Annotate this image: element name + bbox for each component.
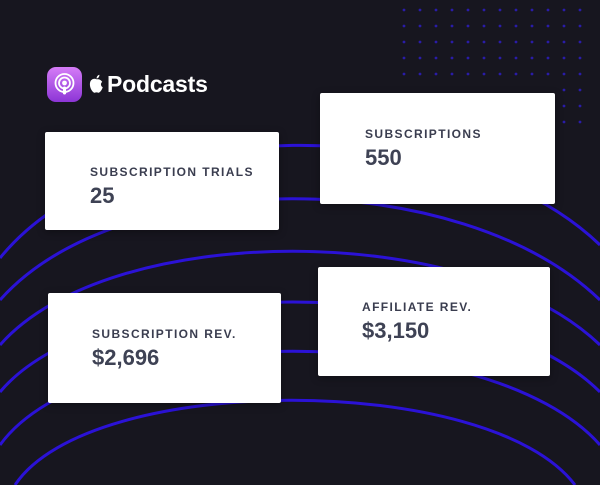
arc-6 <box>13 398 577 485</box>
apple-logo-icon <box>88 74 105 94</box>
card-label: AFFILIATE REV. <box>362 300 473 314</box>
podcasts-brand: Podcasts <box>47 66 208 102</box>
subscription-revenue-card: SUBSCRIPTION REV. $2,696 <box>48 293 281 403</box>
subscriptions-card: SUBSCRIPTIONS 550 <box>320 93 555 204</box>
card-label: SUBSCRIPTION TRIALS <box>90 165 254 179</box>
card-label: SUBSCRIPTION REV. <box>92 327 237 341</box>
arc-2 <box>0 197 600 302</box>
subscription-trials-card: SUBSCRIPTION TRIALS 25 <box>45 132 279 230</box>
affiliate-revenue-card: AFFILIATE REV. $3,150 <box>318 267 550 376</box>
brand-name: Podcasts <box>107 70 208 97</box>
card-value: 550 <box>365 145 402 170</box>
card-value: $2,696 <box>92 345 160 370</box>
card-value: 25 <box>90 183 115 208</box>
podcasts-app-icon <box>47 66 82 102</box>
card-label: SUBSCRIPTIONS <box>365 127 482 141</box>
dot-grid <box>402 8 582 124</box>
card-value: $3,150 <box>362 318 430 343</box>
